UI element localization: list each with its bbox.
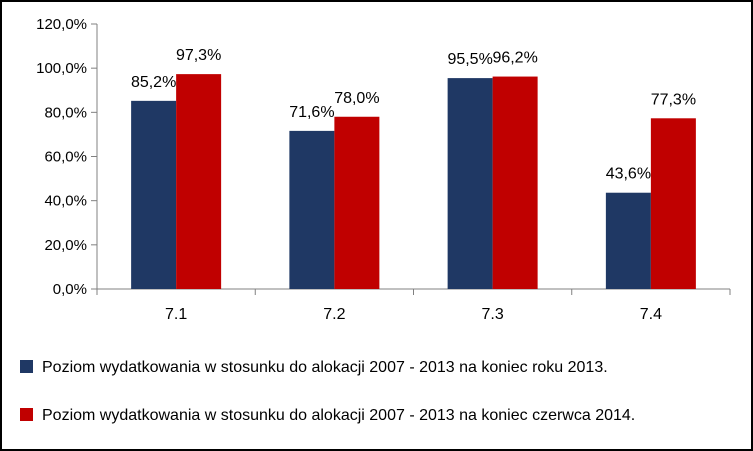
bar bbox=[289, 130, 335, 289]
bar bbox=[605, 192, 651, 289]
bars bbox=[131, 74, 696, 290]
y-tick-label: 120,0% bbox=[36, 16, 87, 33]
data-label: 78,0% bbox=[334, 90, 379, 107]
x-tick-label: 7.1 bbox=[165, 306, 187, 323]
y-tick-label: 0,0% bbox=[53, 281, 87, 298]
legend-swatch bbox=[20, 360, 33, 373]
x-tick-label: 7.4 bbox=[640, 306, 662, 323]
data-labels: 85,2%97,3% 71,6%78,0% 95,5% 96,2% 43,6% 77,3% bbox=[131, 47, 696, 183]
y-tick-label: 40,0% bbox=[44, 193, 87, 210]
legend-swatch bbox=[20, 408, 33, 421]
bar bbox=[447, 78, 493, 290]
data-label: 77,3% bbox=[651, 91, 696, 108]
bar bbox=[131, 100, 177, 289]
y-tick-label: 80,0% bbox=[44, 104, 87, 121]
data-label: 43,6% bbox=[606, 166, 651, 183]
bar bbox=[176, 74, 222, 289]
data-label: 96,2% bbox=[492, 50, 537, 67]
data-label: 85,2% bbox=[131, 74, 176, 91]
bar bbox=[334, 116, 380, 289]
data-label: 97,3% bbox=[176, 47, 221, 64]
bar bbox=[492, 76, 538, 289]
data-label: 71,6% bbox=[289, 104, 334, 121]
legend-label: Poziom wydatkowania w stosunku do alokac… bbox=[42, 407, 635, 424]
y-tick-label: 100,0% bbox=[36, 60, 87, 77]
y-tick-label: 60,0% bbox=[44, 149, 87, 166]
bar bbox=[650, 118, 696, 289]
legend: Poziom wydatkowania w stosunku do alokac… bbox=[20, 359, 635, 424]
data-label: 95,5% bbox=[447, 51, 492, 68]
legend-label: Poziom wydatkowania w stosunku do alokac… bbox=[42, 359, 608, 376]
y-tick-label: 20,0% bbox=[44, 237, 87, 254]
x-tick-label: 7.2 bbox=[323, 306, 345, 323]
x-tick-label: 7.3 bbox=[482, 306, 504, 323]
